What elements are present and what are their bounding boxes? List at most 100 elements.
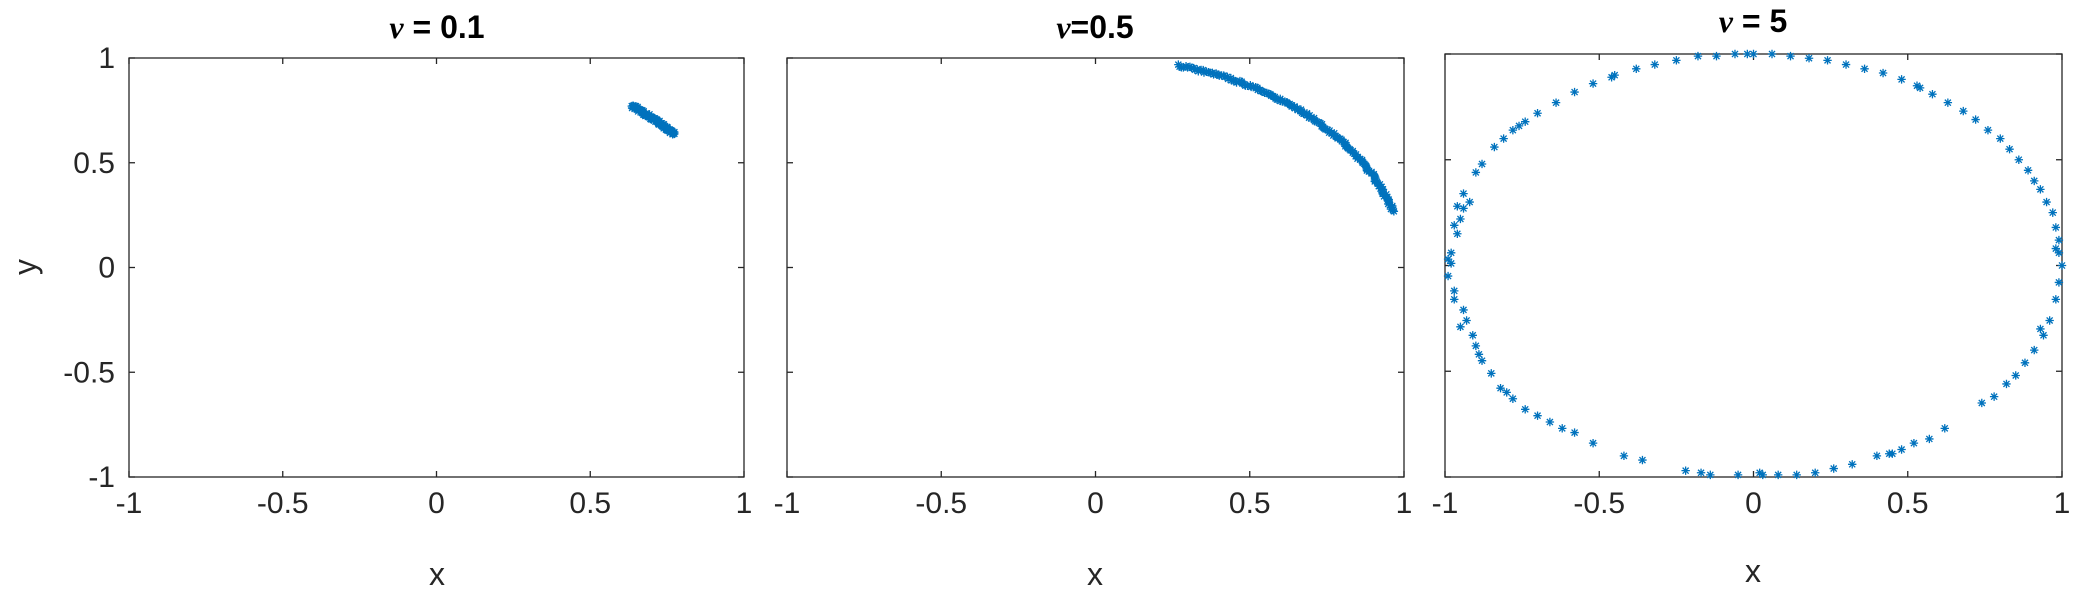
data-point (1450, 221, 1459, 230)
data-point (1693, 51, 1703, 61)
data-point (1456, 322, 1465, 332)
data-point (1730, 49, 1740, 59)
data-point (1459, 204, 1468, 213)
ticks (786, 57, 1405, 478)
data-point (1443, 271, 1453, 281)
data-point (1502, 388, 1511, 397)
data-point (1928, 89, 1937, 99)
data-point (1943, 98, 1953, 107)
data-point (1465, 197, 1474, 207)
data-point (1443, 254, 1453, 264)
x-tick-label: -1 (1432, 487, 1459, 520)
x-tick-label: 0 (428, 487, 445, 520)
data-point (1450, 286, 1459, 296)
data-point (1712, 51, 1721, 61)
title-value: =0.5 (1071, 9, 1134, 45)
title-symbol: ν (389, 9, 404, 45)
data-point (1915, 83, 1925, 93)
data-point (1499, 134, 1508, 143)
ticks (128, 57, 745, 478)
x-tick-label: 0.5 (569, 487, 611, 520)
data-point (1570, 428, 1579, 437)
data-point (1996, 134, 2005, 143)
data-point (645, 110, 654, 119)
ticks (1444, 53, 2063, 478)
data-point (1909, 438, 1919, 448)
x-tick-label: 0.5 (1887, 487, 1929, 520)
x-tick-label: -1 (116, 487, 143, 520)
title-symbol: ν (1056, 9, 1071, 45)
data-point (1521, 405, 1530, 414)
data-point (1471, 341, 1481, 351)
data-point (2020, 358, 2030, 367)
y-axis-label: y (7, 259, 43, 275)
x-tick-labels: -1 -0.5 0 0.5 1 (1432, 487, 2071, 520)
data-point (1446, 248, 1456, 258)
x-tick-label: 0 (1745, 487, 1762, 520)
data-point (1706, 470, 1715, 480)
data-point (1638, 455, 1647, 465)
x-tick-label: 0 (1087, 487, 1104, 520)
x-axis-label: x (1745, 553, 1761, 589)
y-tick-label: -1 (88, 461, 115, 494)
data-point (1471, 168, 1481, 177)
data-point (1848, 460, 1857, 469)
data-point (1681, 466, 1690, 475)
data-point (1477, 159, 1487, 169)
data-point (2042, 197, 2051, 207)
data-point (1841, 60, 1851, 69)
data-point (1196, 65, 1206, 75)
y-tick-label: 0.5 (73, 147, 115, 180)
subplot-nu-5: ν = 5 -1 -0.5 0 0.5 1 x (1432, 3, 2071, 589)
data-point (1872, 451, 1882, 461)
data-point (1558, 424, 1567, 433)
data-point (1607, 73, 1616, 82)
data-point (1521, 117, 1530, 126)
data-point (1650, 60, 1659, 69)
data-point (1235, 76, 1245, 86)
y-tick-label: -0.5 (63, 356, 115, 389)
data-point (1487, 369, 1496, 378)
data-point (1450, 295, 1459, 304)
data-point (1823, 56, 1832, 65)
data-point (2002, 379, 2011, 389)
y-tick-labels: -1 -0.5 0 0.5 1 (63, 42, 115, 494)
data-point (1348, 146, 1357, 156)
data-point (1446, 259, 1456, 268)
data-point (1767, 49, 1777, 59)
x-tick-label: 1 (736, 487, 753, 520)
data-point (1811, 468, 1820, 477)
data-point (1341, 138, 1350, 148)
x-tick-labels: -1 -0.5 0 0.5 1 (116, 487, 753, 520)
data-point (1508, 125, 1518, 135)
data-point (2054, 278, 2064, 287)
data-point (1246, 80, 1255, 90)
subplot-title: ν = 5 (1719, 3, 1787, 39)
x-axis-label: x (429, 556, 445, 592)
data-point (1588, 79, 1598, 88)
subplot-nu-0.5: ν=0.5 -1 -0.5 0 0.5 1 x (774, 9, 1413, 592)
data-point (1258, 87, 1268, 97)
subplot-nu-0.1: ν = 0.1 -1 -0.5 0 0.5 1 -1 -0.5 0 0.5 1 x y (7, 9, 752, 592)
data-point (1474, 350, 1484, 359)
data-point (1804, 54, 1814, 63)
data-point (2030, 345, 2039, 355)
data-markers (627, 101, 679, 139)
data-point (2051, 295, 2061, 304)
data-point (1570, 87, 1579, 97)
x-tick-label: 1 (1396, 487, 1413, 520)
data-point (2045, 316, 2054, 325)
data-point (1829, 464, 1838, 473)
data-point (1459, 189, 1468, 198)
data-point (1786, 51, 1795, 61)
data-point (2036, 185, 2045, 194)
data-point (1378, 185, 1388, 194)
data-point (1462, 316, 1471, 325)
subplot-title: ν=0.5 (1056, 9, 1133, 45)
subplot-title: ν = 0.1 (389, 9, 484, 45)
data-point (1860, 64, 1869, 74)
data-point (1912, 81, 1922, 90)
data-point (2036, 324, 2045, 334)
data-point (1459, 305, 1468, 315)
